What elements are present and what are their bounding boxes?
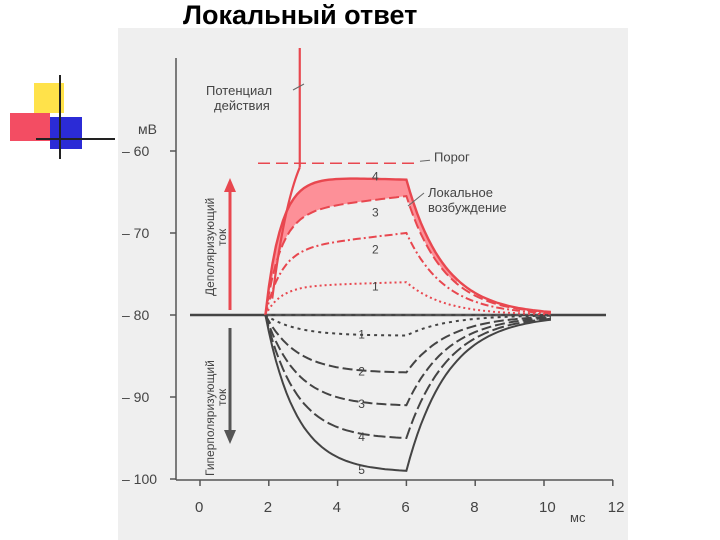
x-tick-label: 0: [195, 499, 203, 516]
x-axis-unit: мс: [570, 510, 586, 525]
y-tick-label: – 100: [122, 471, 157, 487]
local-excitation-label-2: возбуждение: [428, 200, 507, 215]
threshold-label: Порог: [434, 149, 470, 164]
x-tick-label: 4: [333, 499, 341, 516]
threshold-leader: [419, 159, 431, 162]
hyperpolarizing-trace-5: [264, 314, 552, 472]
depolarizing-label-3: 3: [372, 206, 379, 220]
depolarizing-trace-2: [264, 231, 551, 316]
action-potential-leader: [292, 83, 305, 91]
y-tick-label: – 70: [122, 225, 149, 241]
depolarizing-label-4: 4: [372, 170, 379, 184]
hyperpolarizing-arrow-head: [224, 430, 236, 444]
hyperpolarizing-label-1: Гиперполяризующий: [203, 360, 217, 476]
depolarizing-arrow-head: [224, 178, 236, 192]
local-excitation-label-1: Локальное: [428, 185, 493, 200]
y-tick-label: – 60: [122, 143, 149, 159]
y-axis-unit: мВ: [138, 121, 157, 137]
x-tick-label: 2: [264, 499, 272, 516]
x-tick-label: 10: [539, 499, 556, 516]
action-potential-rise: [271, 166, 301, 299]
decorative-squares-icon: [10, 75, 115, 159]
depolarizing-label-2: 2: [372, 242, 379, 256]
local-excitation-leader: [407, 192, 425, 207]
depolarizing-trace-4: [264, 177, 551, 316]
y-tick-label: – 90: [122, 389, 149, 405]
x-tick-label: 6: [401, 499, 409, 516]
hyperpolarizing-label-4: 4: [358, 430, 365, 444]
depolarizing-trace-3: [264, 195, 551, 316]
depolarizing-label-2: ток: [215, 228, 229, 246]
hyperpolarizing-trace-3: [264, 314, 551, 407]
hyperpolarizing-label-2: ток: [215, 388, 229, 406]
y-tick-label: – 80: [122, 307, 149, 323]
slide-title: Локальный ответ: [183, 0, 418, 30]
hyperpolarizing-label-1: 1: [358, 328, 365, 342]
x-tick-label: 12: [608, 499, 625, 516]
x-tick-label: 8: [470, 499, 478, 516]
hyperpolarizing-trace-4: [264, 314, 552, 440]
hyperpolarizing-label-2: 2: [358, 364, 365, 378]
figure-background: [118, 28, 628, 540]
action-potential-label-2: действия: [214, 98, 270, 113]
depolarizing-label-1: Деполяризующий: [203, 198, 217, 296]
depolarizing-trace-1: [264, 281, 551, 316]
hyperpolarizing-trace-1: [264, 314, 551, 337]
hyperpolarizing-label-5: 5: [358, 463, 365, 477]
hyperpolarizing-trace-2: [264, 314, 551, 374]
hyperpolarizing-label-3: 3: [358, 397, 365, 411]
action-potential-label-1: Потенциал: [206, 83, 272, 98]
depolarizing-label-1: 1: [372, 279, 379, 293]
